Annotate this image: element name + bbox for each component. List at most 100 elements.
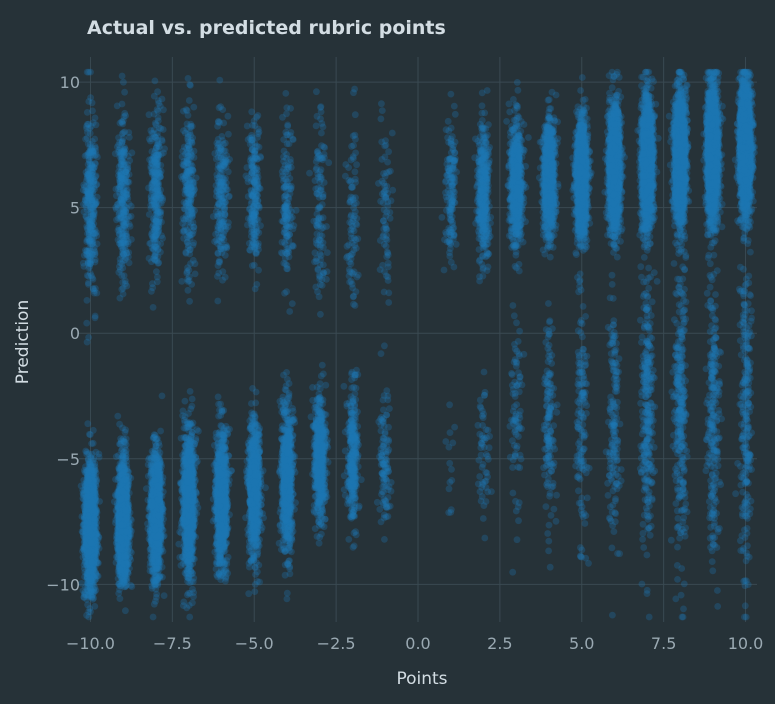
data-point [146, 156, 153, 163]
data-point [157, 125, 164, 132]
data-point [80, 587, 87, 594]
data-point [91, 247, 98, 254]
data-point [88, 257, 95, 264]
data-point [87, 225, 94, 232]
data-point [150, 614, 157, 621]
data-point [90, 212, 97, 219]
data-point [117, 295, 124, 302]
data-point [91, 136, 98, 143]
data-point [152, 524, 159, 531]
data-point [117, 186, 124, 193]
data-point [83, 320, 90, 327]
data-point [148, 205, 155, 212]
data-point [84, 420, 91, 427]
data-point [89, 531, 96, 538]
data-point [82, 213, 89, 220]
data-point [84, 339, 91, 346]
data-point [119, 101, 126, 108]
data-point [153, 566, 160, 573]
data-point [150, 304, 157, 311]
data-point [120, 117, 127, 124]
data-point [85, 180, 92, 187]
data-point [117, 259, 124, 266]
data-point [89, 596, 96, 603]
data-point [88, 164, 95, 171]
data-point [91, 515, 98, 522]
data-point [117, 145, 124, 152]
data-point [155, 260, 162, 267]
data-point [122, 254, 129, 261]
data-point [84, 297, 91, 304]
data-point [90, 509, 97, 516]
data-point [154, 463, 161, 470]
data-point [87, 270, 94, 277]
data-point [158, 195, 165, 202]
data-point [113, 507, 120, 514]
data-point [122, 554, 129, 561]
data-point [85, 69, 92, 76]
data-point [118, 286, 125, 293]
data-point [119, 191, 126, 198]
data-point [112, 204, 119, 211]
data-point [146, 211, 153, 218]
data-point [83, 449, 90, 456]
data-point [120, 469, 127, 476]
data-point [86, 576, 93, 583]
data-point [118, 496, 125, 503]
data-point [154, 274, 161, 281]
data-point [124, 166, 131, 173]
data-point [154, 88, 161, 95]
data-point [84, 601, 91, 608]
data-point [152, 432, 159, 439]
data-point [124, 569, 131, 576]
data-point [121, 444, 128, 451]
data-point [86, 431, 93, 438]
data-point [120, 158, 127, 165]
data-point [91, 184, 98, 191]
data-point [91, 290, 98, 297]
data-point [115, 215, 122, 222]
data-point [155, 208, 162, 215]
data-point [89, 197, 96, 204]
data-point [152, 147, 159, 154]
data-point [149, 503, 156, 510]
data-point [159, 393, 166, 400]
data-point [150, 236, 157, 243]
data-point [152, 134, 159, 141]
data-point [89, 218, 96, 225]
data-point [146, 111, 153, 118]
data-point [152, 578, 159, 585]
data-point [155, 447, 162, 454]
data-point [123, 219, 130, 226]
data-point [80, 260, 87, 267]
data-point [154, 540, 161, 547]
data-point [85, 98, 92, 105]
data-point [119, 233, 126, 240]
data-point [161, 533, 168, 540]
data-point [84, 487, 91, 494]
data-point [154, 179, 161, 186]
data-point [125, 238, 132, 245]
data-point [160, 106, 167, 113]
data-point [118, 242, 125, 249]
data-point [122, 174, 129, 181]
data-point [114, 413, 121, 420]
data-point [86, 231, 93, 238]
data-point [129, 149, 136, 156]
data-point [85, 614, 92, 621]
data-point [111, 498, 118, 505]
data-point [121, 561, 128, 568]
data-point [152, 218, 159, 225]
data-point [155, 114, 162, 121]
data-point [88, 455, 95, 462]
data-point [93, 449, 100, 456]
data-point [149, 284, 156, 291]
data-point [157, 170, 164, 177]
data-point [121, 129, 128, 136]
data-point [120, 79, 127, 86]
data-point [92, 145, 99, 152]
data-point [123, 528, 130, 535]
data-point [82, 195, 89, 202]
